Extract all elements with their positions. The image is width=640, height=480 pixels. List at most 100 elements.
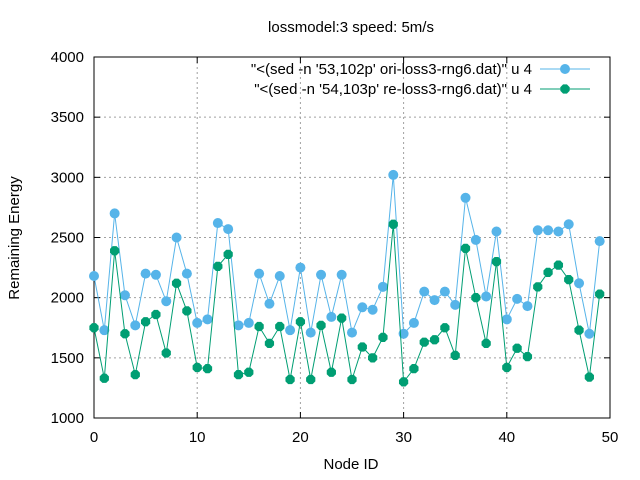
series-1-point (357, 302, 368, 313)
series-2-point (460, 243, 471, 253)
series-1-point (584, 328, 595, 339)
series-1-point (89, 271, 99, 282)
series-2-point (491, 256, 502, 267)
series-2-point (140, 317, 151, 327)
series-1-point (254, 268, 265, 279)
series-1-point (429, 295, 440, 306)
series-2-point (471, 293, 481, 303)
series-2-point (481, 338, 491, 349)
series-2-point (316, 320, 326, 330)
series-2-point (120, 329, 130, 339)
legend-marker-2 (560, 84, 570, 94)
series-1-point (388, 169, 399, 180)
series-2-point (502, 362, 512, 373)
series-1-point (305, 327, 316, 338)
series-2-point (564, 275, 574, 285)
series-2-point (326, 367, 336, 377)
series-1-point (285, 325, 296, 336)
series-1-line (93, 174, 601, 335)
series-2-point (595, 289, 605, 299)
series-1-point (243, 317, 254, 328)
series-2-point (275, 321, 285, 332)
series-1-point (264, 298, 275, 309)
series-2-point (233, 370, 244, 380)
series-1-point (223, 224, 234, 235)
plot-frame (93, 56, 611, 419)
series-2-point (192, 362, 202, 373)
series-1-point (367, 304, 378, 315)
series-2-point (306, 374, 316, 385)
legend: "<(sed -n '53,102p' ori-loss3-rng6.dat)"… (251, 61, 590, 98)
series-1-point (99, 325, 110, 336)
series-1-point (512, 293, 523, 304)
series-2-point (213, 261, 223, 271)
series-2-point (244, 367, 254, 377)
series-2-point (151, 309, 161, 320)
series-1-point (532, 225, 543, 236)
series-1-point (481, 291, 492, 302)
series-1-point (574, 278, 585, 289)
series-2-point (440, 323, 450, 333)
series-1-point (109, 208, 120, 219)
y-axis-title: Remaining Energy (6, 176, 23, 300)
y-tick-label: 2000 (51, 290, 84, 307)
series-2-point (450, 350, 460, 361)
legend-label-2: "<(sed -n '54,103p' re-loss3-rng6.dat)" … (254, 81, 532, 98)
y-tick-label: 1000 (51, 410, 84, 427)
series-1-point (326, 311, 337, 322)
series-1-point (408, 317, 419, 328)
series-1-point (563, 219, 574, 230)
series-1-point (181, 268, 192, 279)
series-2 (89, 219, 605, 387)
series-1-point (274, 271, 285, 282)
series-2-point (419, 337, 429, 347)
series-2-point (110, 246, 120, 256)
series-1-point (522, 301, 533, 312)
axis-ticks: 1000 1500 2000 2500 3000 3500 4000 0 10 20 30 40 50 (51, 49, 619, 446)
series-2-point (223, 249, 233, 259)
series-1-point (439, 286, 450, 297)
x-tick-label: 10 (189, 429, 206, 446)
series-1-point (491, 226, 502, 237)
x-axis-title: Node ID (323, 456, 378, 473)
x-tick-label: 20 (292, 429, 309, 446)
series-2-point (202, 364, 213, 374)
series-1-point (347, 327, 357, 338)
legend-label-1: "<(sed -n '53,102p' ori-loss3-rng6.dat)"… (251, 61, 532, 78)
series-2-point (378, 332, 388, 342)
series-2-point (347, 374, 357, 385)
y-tick-label: 4000 (51, 49, 84, 66)
x-tick-label: 50 (602, 429, 619, 446)
series-2-point (295, 317, 306, 327)
legend-marker-1 (560, 64, 570, 74)
series-1-point (192, 317, 203, 328)
series-1-point (212, 218, 223, 229)
series-2-point (130, 370, 140, 380)
series-1-point (150, 269, 161, 280)
y-tick-label: 3500 (51, 109, 84, 126)
series-1 (89, 169, 605, 339)
series-2-point (543, 267, 553, 278)
series-2-point (584, 372, 594, 382)
series-2-point (182, 306, 192, 316)
series-2-point (574, 325, 584, 335)
series-1-point (316, 269, 327, 280)
series-1-point (460, 192, 471, 203)
series-1-point (470, 234, 481, 245)
series-1-point (295, 262, 306, 273)
series-2-point (388, 219, 398, 229)
series-1-point (130, 320, 141, 331)
series-1-point (161, 296, 172, 307)
x-tick-label: 0 (90, 429, 98, 446)
series-2-point (161, 348, 171, 358)
series-1-point (594, 236, 605, 247)
series-1-point (377, 281, 388, 292)
x-tick-label: 30 (395, 429, 412, 446)
series-2-point (398, 377, 409, 387)
grid-lines (94, 57, 610, 418)
series-2-point (409, 364, 419, 374)
series-2-point (512, 343, 522, 353)
series-1-point (501, 314, 512, 325)
series-layer (89, 169, 605, 387)
